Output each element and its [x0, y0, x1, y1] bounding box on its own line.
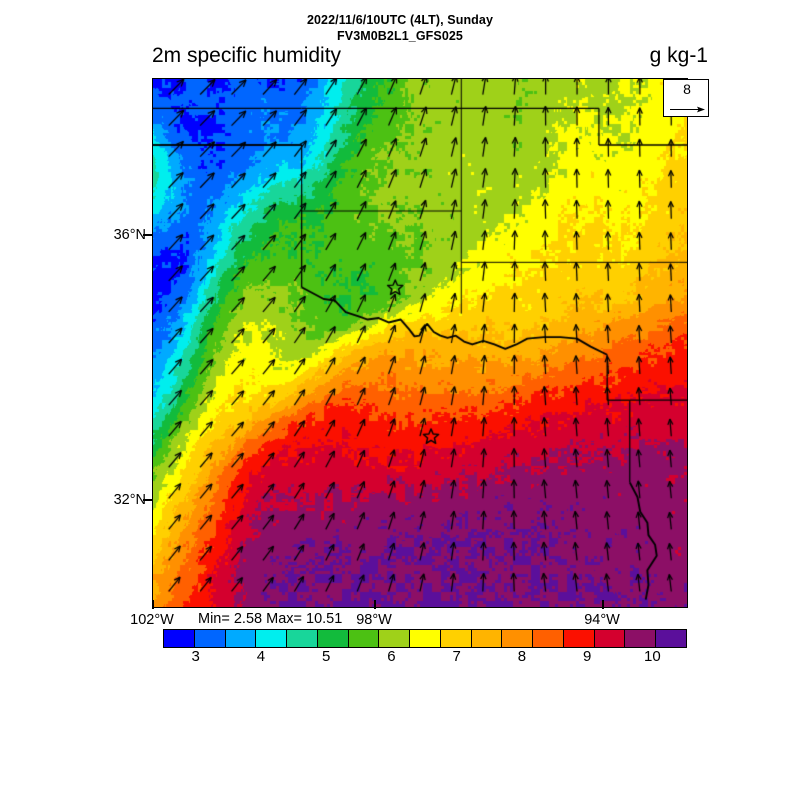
colorbar-band-6: [348, 630, 380, 647]
lon-tick-98: [374, 600, 376, 609]
lat-tick-32: [143, 499, 152, 501]
min-max-stats: Min= 2.58 Max= 10.51: [198, 611, 343, 627]
colorbar-tick-7: 7: [452, 648, 461, 665]
colorbar-tick-8: 8: [517, 648, 527, 665]
colorbar-tick-5: 5: [321, 648, 331, 665]
wind-vector-layer: [153, 79, 687, 607]
colorbar-tick-labels: 3 4 5 6 7 8 9 10: [163, 648, 685, 668]
colorbar-band-10: [471, 630, 503, 647]
colorbar-band-7: [379, 630, 411, 647]
colorbar-band-8: [410, 630, 441, 647]
colorbar-band-11: [502, 630, 534, 647]
colorbar-tick-3: 3: [191, 648, 200, 665]
title-model-id: FV3M0B2L1_GFS025: [337, 29, 463, 43]
colorbar-band-3: [256, 630, 288, 647]
lon-label-94w: 94°W: [584, 612, 620, 628]
colorbar-band-16: [656, 630, 687, 647]
colorbar-tick-9: 9: [582, 648, 592, 665]
colorbar-tick-6: 6: [387, 648, 396, 665]
vector-reference-legend: 8: [663, 79, 709, 117]
colorbar-band-13: [563, 630, 595, 647]
colorbar-band-15: [625, 630, 657, 647]
colorbar-band-1: [194, 630, 226, 647]
lon-tick-94: [602, 600, 604, 609]
colorbar-band-12: [533, 630, 564, 647]
map-plot-area[interactable]: [152, 78, 688, 608]
right-arrow-icon: [670, 106, 705, 113]
lon-tick-102: [152, 600, 154, 609]
colorbar-band-2: [225, 630, 257, 647]
lon-label-98w: 98°W: [356, 612, 392, 628]
lat-tick-36: [143, 234, 152, 236]
vector-reference-value: 8: [683, 81, 691, 97]
colorbar[interactable]: [163, 629, 687, 648]
colorbar-band-4: [287, 630, 318, 647]
colorbar-tick-4: 4: [256, 648, 266, 665]
lat-label-32n: 32°N: [113, 492, 146, 508]
colorbar-band-0: [164, 630, 195, 647]
colorbar-band-14: [594, 630, 626, 647]
title-timestamp: 2022/11/6/10UTC (4LT), Sunday: [306, 13, 494, 27]
lat-label-36n: 36°N: [113, 227, 146, 243]
colorbar-band-9: [440, 630, 472, 647]
lon-label-102w: 102°W: [130, 612, 174, 628]
page-title: 2m specific humidity: [152, 44, 342, 67]
units-label: g kg-1: [649, 44, 708, 67]
colorbar-tick-10: 10: [644, 648, 661, 665]
colorbar-band-5: [317, 630, 349, 647]
